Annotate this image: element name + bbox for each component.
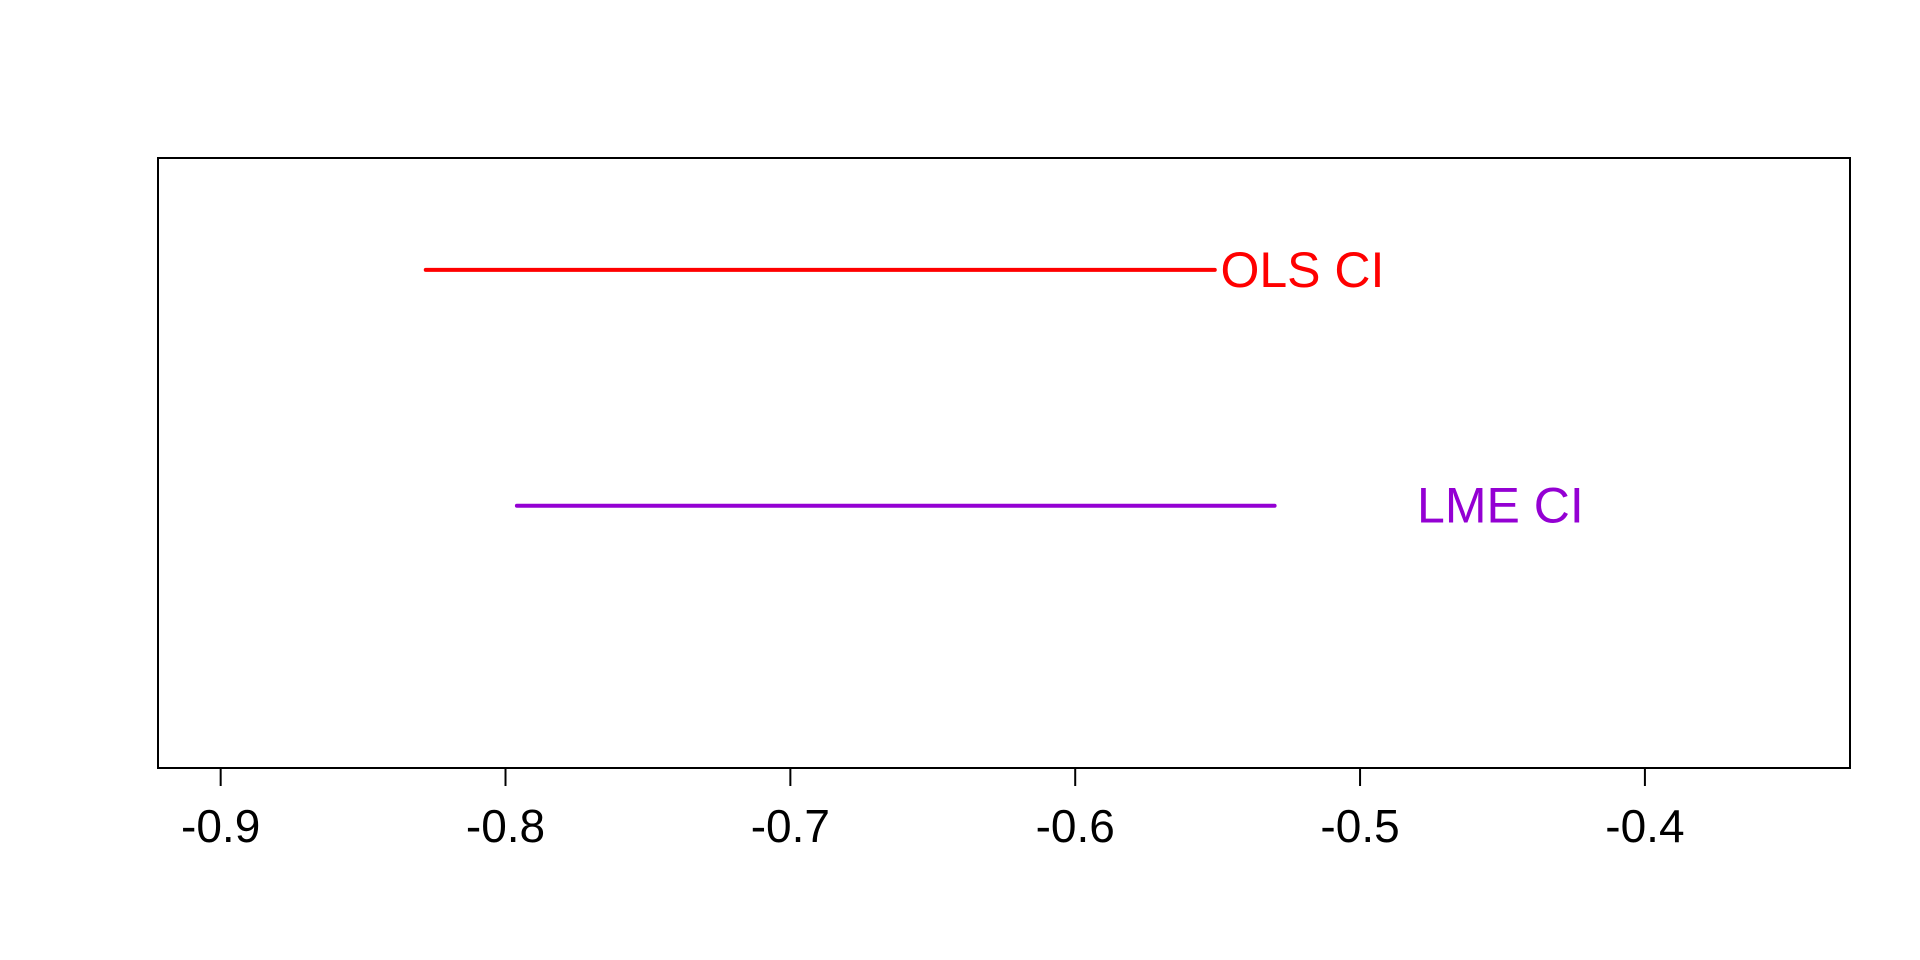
x-tick-label: -0.6 bbox=[1036, 800, 1115, 852]
x-axis-ticks: -0.9 -0.8 -0.7 -0.6 -0.5 -0.4 bbox=[181, 768, 1685, 852]
x-tick-label: -0.4 bbox=[1605, 800, 1684, 852]
ci-label-ols-ci: OLS CI bbox=[1220, 242, 1384, 298]
x-tick-label: -0.5 bbox=[1320, 800, 1399, 852]
x-tick-label: -0.7 bbox=[751, 800, 830, 852]
ci-label-lme-ci: LME CI bbox=[1417, 478, 1584, 534]
x-tick-label: -0.8 bbox=[466, 800, 545, 852]
x-tick-label: -0.9 bbox=[181, 800, 260, 852]
chart-marks: OLS CI LME CI bbox=[423, 242, 1584, 534]
